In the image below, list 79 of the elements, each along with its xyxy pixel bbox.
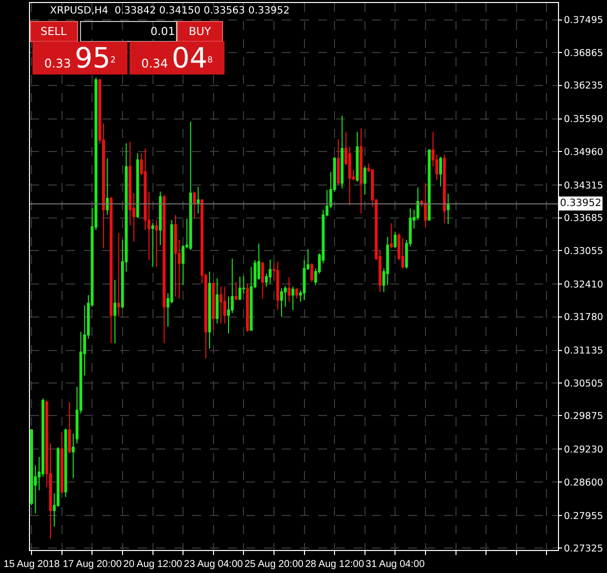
candlestick [336,138,340,186]
candlestick [106,158,109,216]
x-tick-label: 17 Aug 20:00 [62,559,122,570]
candlestick [117,232,120,318]
candlestick [174,214,177,297]
candlestick [193,191,196,220]
candlestick [390,222,393,249]
candlestick [158,191,162,246]
y-tick-label: 0.27325 [564,544,604,555]
candlestick [212,281,215,331]
y-tick-label: 0.33055 [564,246,604,257]
candlestick [64,428,68,498]
candlestick [60,432,64,494]
candlestick [72,433,75,479]
candlestick [189,120,192,251]
annotation: 0.34 [141,56,168,70]
candlestick [394,231,397,249]
candlestick [220,286,222,324]
candlestick [340,115,344,189]
candlestick [208,271,211,349]
candlestick [280,288,283,318]
annotation: SELL [40,25,68,38]
candlestick [151,222,154,268]
chart-title: XRPUSD,H4 0.33842 0.34150 0.33563 0.33952 [50,6,290,16]
candlestick [295,288,298,300]
y-tick-label: 0.35590 [564,114,604,126]
x-tick-label: 25 Aug 20:00 [244,559,304,570]
y-tick-label: 0.32410 [564,279,604,290]
annotation: BUY [188,25,212,38]
x-tick-label: 23 Aug 04:00 [184,559,244,570]
candlestick [246,283,249,332]
y-tick-label: 0.34960 [564,146,604,158]
x-tick-label: 20 Aug 12:00 [123,559,183,570]
y-tick-label: 0.33685 [564,213,604,224]
annotation: 0.01 [150,25,175,38]
candlestick [196,186,200,214]
candlestick [424,182,427,228]
y-tick-label: 0.34315 [564,180,604,192]
x-tick-label: 31 Aug 04:00 [366,559,426,570]
annotation: 0.33 [44,56,71,70]
y-tick-label: 0.37495 [564,15,604,26]
text: 95 [74,42,110,74]
candlestick [234,281,238,301]
candlestick [310,262,314,282]
candlestick [216,278,219,324]
candlestick [356,131,359,182]
annotation: 8 [207,54,213,64]
candlestick [276,261,280,311]
candlestick [162,194,166,344]
y-tick-label: 0.31780 [564,312,604,324]
y-tick-label: 0.27955 [564,510,604,522]
candlestick [238,276,242,301]
y-tick-label: 0.30505 [564,378,604,390]
candlestick [442,154,446,224]
y-tick-label: 0.29875 [564,411,604,422]
candlestick [113,279,116,344]
x-tick-label: 15 Aug 2018 [3,559,60,570]
annotation: 2 [110,54,116,64]
candlestick [360,128,362,214]
candlestick [155,220,158,268]
candlestick [68,401,71,454]
candlestick [446,193,450,225]
candlestick [439,156,442,187]
candlestick [223,286,226,324]
candlestick [291,286,294,311]
candlestick [363,166,366,196]
candlestick [136,152,140,219]
y-tick-label: 0.31135 [564,346,604,357]
candlestick [288,276,291,302]
candlestick [261,261,264,300]
y-tick-label: 0.36865 [564,48,604,59]
y-tick-label: 0.29230 [564,444,604,456]
y-tick-label: 0.36235 [564,80,604,92]
y-tick-label: 0.28600 [564,477,604,488]
x-tick-label: 28 Aug 12:00 [305,559,364,570]
candlestick [110,196,113,344]
candlestick [268,259,272,284]
ref-line-label: 0.33952 [560,198,602,209]
text: 04 [172,42,208,74]
